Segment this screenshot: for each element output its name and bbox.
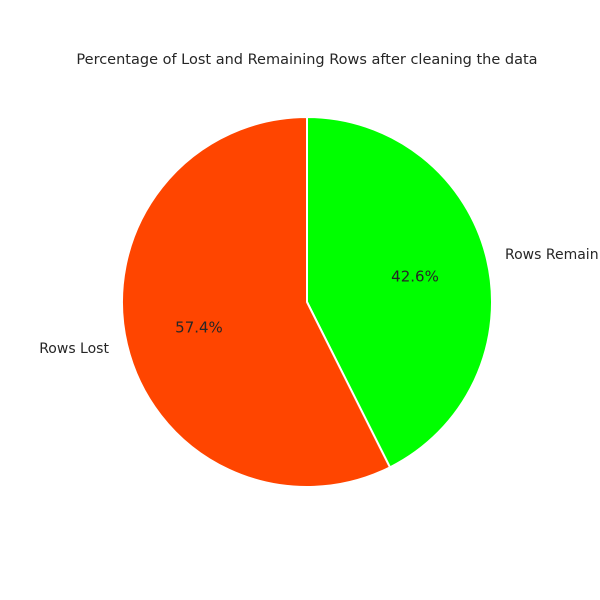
- slice-label-rows-lost: Rows Lost: [39, 341, 109, 357]
- chart-title: Percentage of Lost and Remaining Rows af…: [76, 52, 537, 68]
- pie-labels: Rows Remain 42.6% Rows Lost 57.4%: [39, 247, 598, 357]
- pie-slice-rows-lost: [121, 116, 391, 488]
- pct-label-rows-remain: 42.6%: [391, 267, 439, 285]
- slice-label-rows-remain: Rows Remain: [505, 247, 599, 263]
- pie-slices: [121, 116, 493, 488]
- pct-label-rows-lost: 57.4%: [175, 319, 223, 337]
- pie-slice-rows-remain: [306, 116, 493, 469]
